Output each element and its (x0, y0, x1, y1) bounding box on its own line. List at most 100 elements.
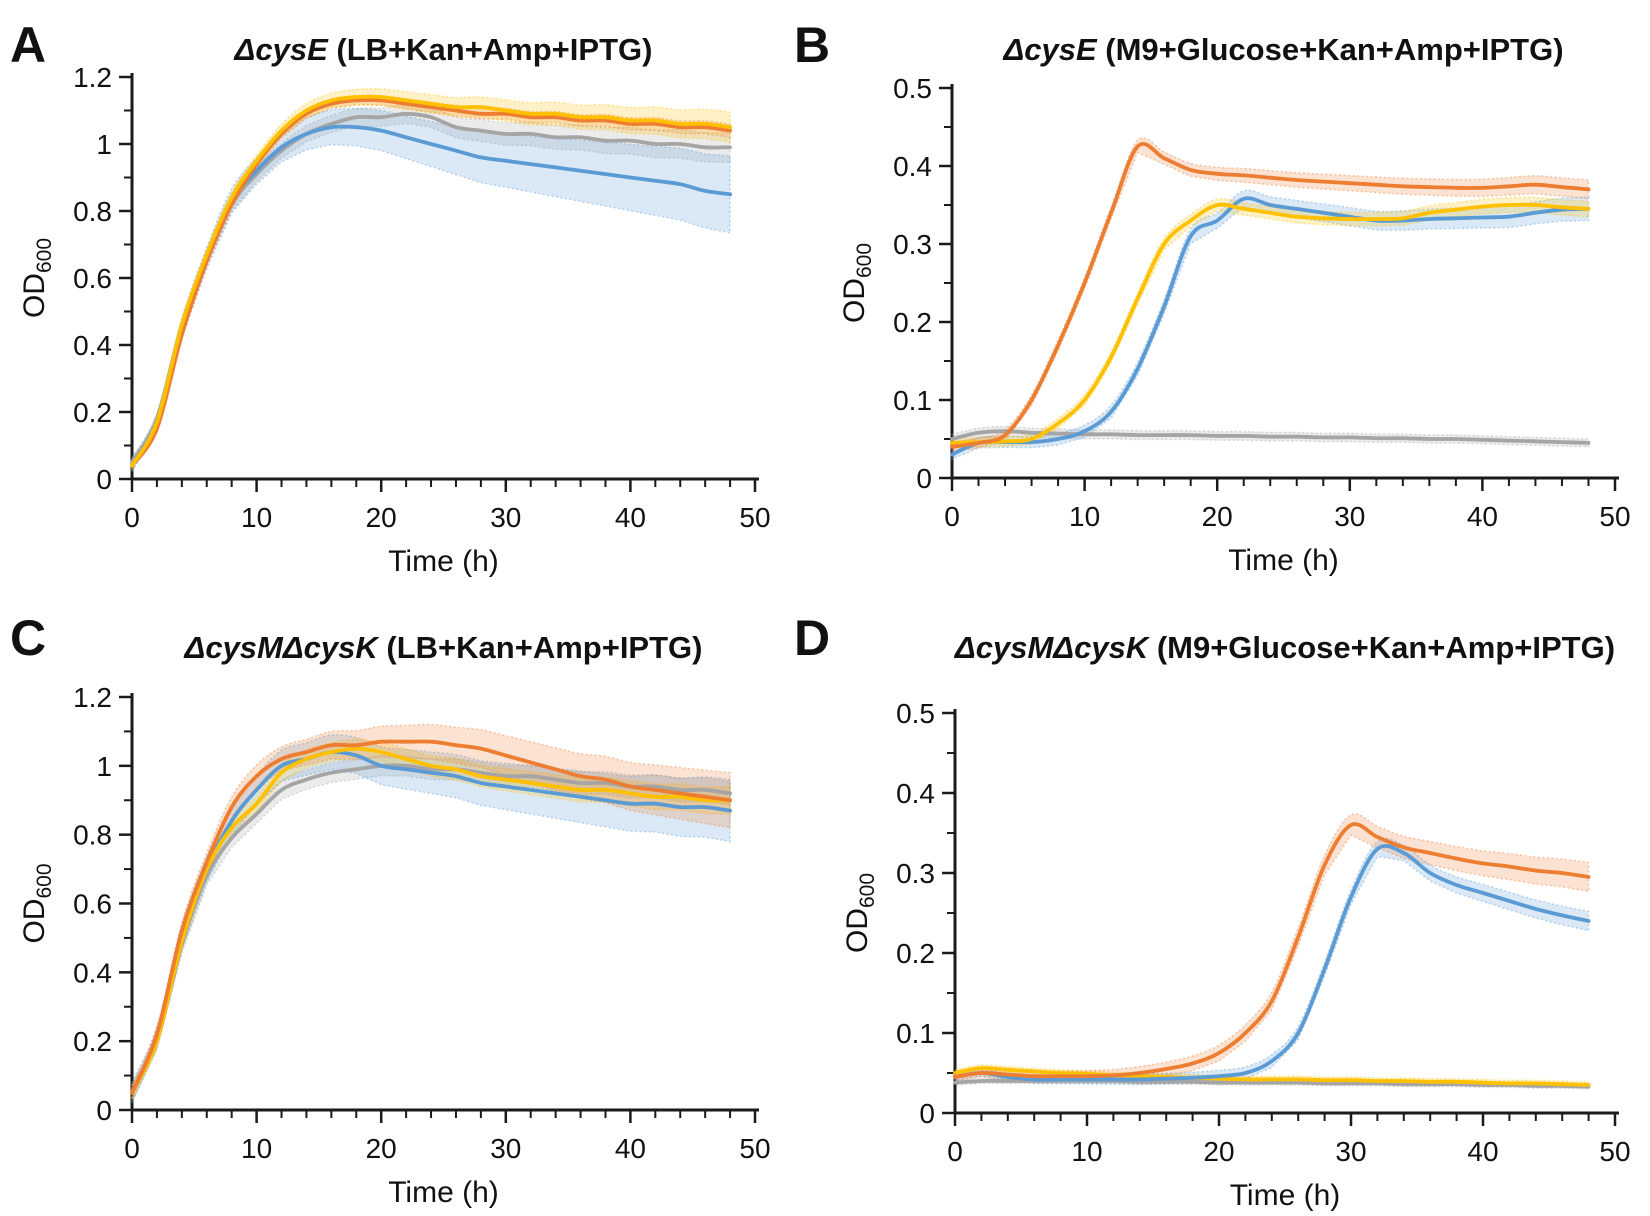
series-orange-line (130, 739, 732, 1095)
y-tick-label: 0.1 (896, 1018, 935, 1049)
y-tick-label: 0.6 (73, 889, 112, 920)
title-strain: ΔcysMΔcysK (184, 630, 381, 665)
panel-d: D ΔcysMΔcysK (M9+Glucose+Kan+Amp+IPTG) 0 0.… (794, 610, 1631, 1212)
y-tick-label: 0 (919, 1098, 935, 1129)
y-axis-label-main: OD (841, 908, 874, 953)
y-tick-label: 0.6 (73, 263, 112, 294)
panel-title: ΔcysMΔcysK (M9+Glucose+Kan+Amp+IPTG) (954, 630, 1615, 665)
y-tick-label: 1.2 (73, 682, 112, 713)
x-tick-label: 0 (124, 502, 140, 533)
y-tick-label: 0 (96, 464, 112, 495)
y-tick-label: 0.2 (73, 1026, 112, 1057)
x-tick-label: 20 (1203, 1136, 1234, 1167)
x-tick-label: 0 (947, 1136, 963, 1167)
title-condition: (M9+Glucose+Kan+Amp+IPTG) (1097, 32, 1564, 67)
x-axis-label: Time (h) (1228, 544, 1339, 577)
x-tick-label: 50 (1599, 501, 1630, 532)
y-axis-label-main: OD (838, 278, 871, 323)
y-tick-label: 1.2 (73, 62, 112, 93)
series-yellow-line (950, 202, 1591, 445)
x-tick-label: 10 (1071, 1136, 1102, 1167)
x-tick-label: 50 (1599, 1136, 1630, 1167)
x-tick-label: 20 (366, 502, 397, 533)
series-orange-error-band (131, 723, 731, 1100)
x-tick-label: 40 (1467, 1136, 1498, 1167)
y-tick-label: 0.2 (893, 307, 932, 338)
series-orange-error-band (951, 137, 1590, 453)
title-strain: ΔcysMΔcysK (954, 630, 1151, 665)
y-tick-label: 1 (96, 751, 112, 782)
y-tick-label: 0.2 (896, 938, 935, 969)
series-yellow-line (130, 94, 732, 468)
x-axis-label: Time (h) (1230, 1179, 1341, 1212)
panel-title: ΔcysMΔcysK (LB+Kan+Amp+IPTG) (184, 630, 703, 665)
y-tick-label: 0.4 (73, 330, 112, 361)
y-axis-label-subscript: 600 (33, 863, 56, 898)
series-blue-line (950, 196, 1591, 457)
panel-label-b: B (794, 17, 830, 73)
series-blue-line (130, 750, 732, 1095)
y-axis-label: OD600 (838, 243, 876, 323)
y-tick-label: 0.4 (896, 778, 935, 809)
x-tick-label: 40 (1467, 501, 1498, 532)
y-axis-label-subscript: 600 (856, 873, 879, 908)
x-tick-label: 10 (241, 1133, 272, 1164)
y-tick-label: 0.4 (73, 957, 112, 988)
title-strain: ΔcysE (234, 32, 330, 67)
y-tick-label: 0.5 (896, 698, 935, 729)
y-tick-label: 0.3 (893, 229, 932, 260)
y-axis-label: OD600 (18, 238, 56, 318)
x-tick-label: 30 (1335, 1136, 1366, 1167)
y-axis-label: OD600 (18, 863, 56, 943)
series-blue-error-band (951, 189, 1590, 461)
y-axis-label-subscript: 600 (853, 243, 876, 278)
x-tick-label: 30 (490, 1133, 521, 1164)
y-tick-label: 0.8 (73, 196, 112, 227)
series-blue-line (130, 124, 732, 468)
x-tick-label: 50 (739, 1133, 770, 1164)
series-blue-error-band (131, 107, 731, 476)
x-axis-label: Time (h) (388, 545, 499, 578)
y-axis-label-main: OD (18, 899, 51, 944)
y-tick-label: 0.1 (893, 385, 932, 416)
x-tick-label: 0 (944, 501, 960, 532)
title-condition: (LB+Kan+Amp+IPTG) (378, 630, 703, 665)
x-tick-label: 30 (1334, 501, 1365, 532)
title-condition: (M9+Glucose+Kan+Amp+IPTG) (1148, 630, 1615, 665)
y-tick-label: 0.4 (893, 151, 932, 182)
x-tick-label: 0 (124, 1133, 140, 1164)
y-tick-label: 0 (916, 463, 932, 494)
panel-label-a: A (10, 17, 46, 73)
y-tick-label: 0.3 (896, 858, 935, 889)
title-strain: ΔcysE (1002, 32, 1098, 67)
series-yellow-line (953, 1066, 1591, 1087)
y-tick-label: 0.2 (73, 397, 112, 428)
y-axis-label-subscript: 600 (33, 238, 56, 273)
x-tick-label: 20 (1202, 501, 1233, 532)
y-tick-label: 1 (96, 129, 112, 160)
x-tick-label: 30 (490, 502, 521, 533)
x-tick-label: 40 (615, 1133, 646, 1164)
x-tick-label: 10 (241, 502, 272, 533)
y-axis-label-main: OD (18, 273, 51, 318)
x-tick-label: 10 (1069, 501, 1100, 532)
series-yellow-error-band (951, 196, 1590, 449)
y-tick-label: 0.8 (73, 820, 112, 851)
series-orange-line (950, 142, 1591, 449)
panel-title: ΔcysE (M9+Glucose+Kan+Amp+IPTG) (1002, 32, 1563, 67)
panel-label-d: D (794, 610, 830, 666)
panel-a: A ΔcysE (LB+Kan+Amp+IPTG) 0 0.2 0.4 0.6 0.8 1 1.… (10, 17, 771, 578)
x-axis-label: Time (h) (388, 1176, 499, 1209)
y-tick-label: 0 (96, 1095, 112, 1126)
y-axis-label: OD600 (841, 873, 879, 953)
series-gray-line (950, 429, 1591, 445)
y-tick-label: 0.5 (893, 73, 932, 104)
title-condition: (LB+Kan+Amp+IPTG) (328, 32, 653, 67)
series-yellow-line (130, 746, 732, 1095)
series-orange-line (953, 822, 1591, 1079)
panel-label-c: C (10, 610, 46, 666)
panel-b: B ΔcysE (M9+Glucose+Kan+Amp+IPTG) 0 0.1 0.2 0… (794, 17, 1631, 577)
panel-title: ΔcysE (LB+Kan+Amp+IPTG) (234, 32, 653, 67)
